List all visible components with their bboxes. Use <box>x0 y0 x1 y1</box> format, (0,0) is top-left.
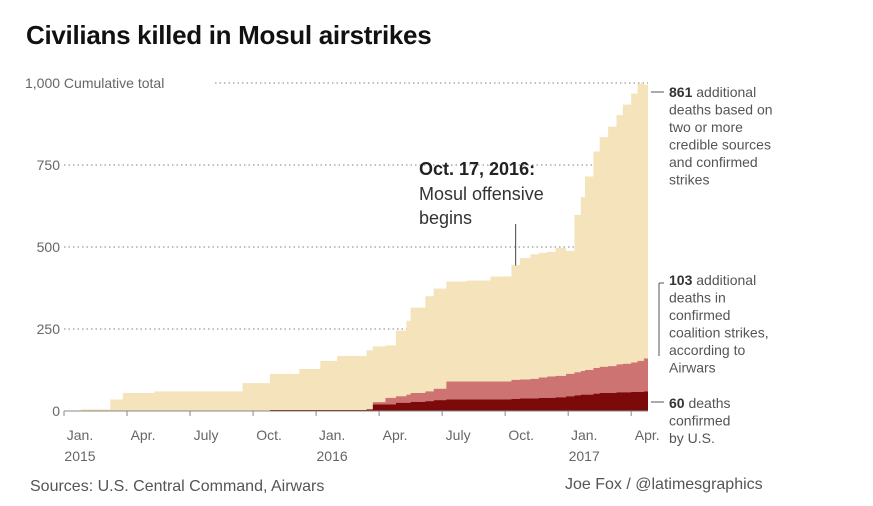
x-tick-3: Oct. <box>256 427 282 443</box>
x-tick-labels: Jan. 2015 Apr. July Oct. Jan. 2016 Apr. July Oct.… <box>63 411 660 464</box>
annotation-top-line-2: two or more <box>669 119 743 135</box>
x-tick-4: Jan. <box>319 427 345 443</box>
credit-note: Joe Fox / @latimesgraphics <box>565 476 763 493</box>
x-tick-6: July <box>446 427 471 443</box>
y-tick-750: 750 <box>37 157 61 173</box>
sources-note: Sources: U.S. Central Command, Airwars <box>30 478 325 495</box>
annotation-middle-line-2: confirmed <box>669 307 730 323</box>
annotation-middle-line-5: Airwars <box>669 360 716 376</box>
annotation-bottom-value: 60 <box>669 395 685 411</box>
y-tick-0: 0 <box>52 403 60 419</box>
x-tick-year-4: 2016 <box>317 448 348 464</box>
x-tick-8: Jan. <box>571 427 597 443</box>
x-tick-0: Jan. <box>67 427 93 443</box>
stacked-areas <box>80 83 648 411</box>
x-tick-7: Oct. <box>508 427 534 443</box>
x-tick-9: Apr. <box>635 427 660 443</box>
y-tick-1000: 1,000 Cumulative total <box>25 75 164 91</box>
chart-title: Civilians killed in Mosul airstrikes <box>26 20 432 50</box>
annotation-middle-line-3: coalition strikes, <box>669 325 769 341</box>
annotation-top-line-0: 861 additional <box>669 84 756 100</box>
x-tick-year-0: 2015 <box>64 448 95 464</box>
annotation-bottom-line-2: by U.S. <box>669 430 715 446</box>
annotation-middle-value: 103 <box>669 272 693 288</box>
annotation-top-value: 861 <box>669 84 693 100</box>
annotation-middle-line-0: 103 additional <box>669 272 756 288</box>
x-tick-5: Apr. <box>383 427 408 443</box>
y-tick-250: 250 <box>37 321 61 337</box>
annotation-top-line-5: strikes <box>669 172 709 188</box>
annotation-middle-line-4: according to <box>669 342 745 358</box>
annotation-middle-line-1: deaths in <box>669 290 726 306</box>
annotation-bottom-line-0: 60 deaths <box>669 395 731 411</box>
y-tick-500: 500 <box>37 239 61 255</box>
annotation-top-line-1: deaths based on <box>669 102 773 118</box>
x-tick-1: Apr. <box>131 427 156 443</box>
area-airwars <box>80 357 648 411</box>
callout-line-1: Mosul offensive <box>419 184 544 204</box>
area-confirmed <box>80 391 648 411</box>
offensive-callout: Oct. 17, 2016: Mosul offensive begins <box>419 159 544 266</box>
x-tick-year-8: 2017 <box>569 448 600 464</box>
callout-date: Oct. 17, 2016: <box>419 159 535 179</box>
annotation-bottom-line-1: confirmed <box>669 413 730 429</box>
area-additional <box>80 83 648 411</box>
x-tick-2: July <box>194 427 219 443</box>
callout-line-2: begins <box>419 208 472 228</box>
annotation-top-line-4: and confirmed <box>669 154 758 170</box>
y-tick-labels: 0 250 500 750 1,000 Cumulative total <box>25 75 164 419</box>
annotation-top-line-3: credible sources <box>669 137 771 153</box>
